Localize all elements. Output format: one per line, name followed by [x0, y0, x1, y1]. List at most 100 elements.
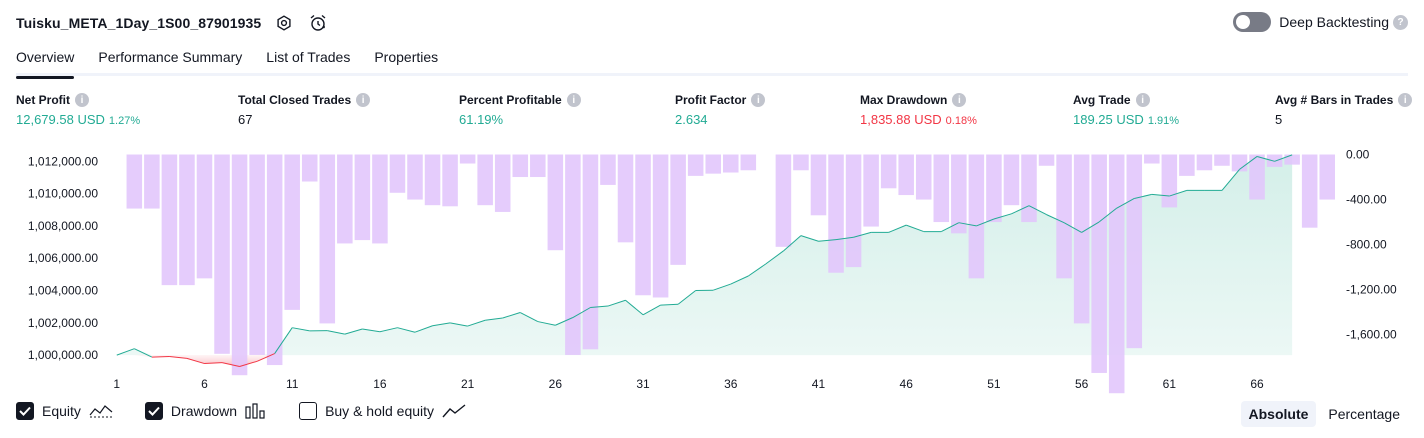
equity-line-segment: [169, 355, 187, 359]
equity-line-segment: [1169, 189, 1188, 197]
buy-hold-checkbox[interactable]: [299, 402, 318, 420]
percentage-button[interactable]: Percentage: [1328, 406, 1400, 422]
drawdown-bar: [231, 154, 248, 376]
equity-area: [116, 154, 1293, 356]
deep-backtesting-toggle[interactable]: [1233, 12, 1272, 32]
drawdown-bar: [775, 154, 792, 247]
drawdown-checkbox[interactable]: [144, 402, 163, 420]
equity-line-segment: [713, 283, 731, 291]
metric-avg-trade: Avg Trade i 189.25 USD 1.91%: [1073, 93, 1179, 127]
x-axis-tick: 41: [812, 377, 826, 391]
equity-line-segment: [590, 305, 609, 308]
tab-list-of-trades[interactable]: List of Trades: [266, 49, 351, 65]
x-axis-tick: 16: [373, 377, 387, 391]
metric-value: 5: [1275, 112, 1283, 127]
equity-line-segment: [414, 325, 433, 333]
tab-overview[interactable]: Overview: [16, 44, 75, 79]
info-icon[interactable]: i: [952, 93, 967, 107]
equity-line-segment: [765, 250, 784, 265]
drawdown-bar: [407, 154, 423, 200]
equity-line-segment: [502, 312, 521, 319]
drawdown-bar: [1056, 154, 1072, 279]
drawdown-bar: [1038, 154, 1055, 166]
info-icon[interactable]: i: [566, 93, 581, 107]
absolute-button[interactable]: Absolute: [1240, 401, 1317, 427]
deep-backtesting-label: Deep Backtesting: [1279, 14, 1389, 30]
drawdown-bar: [986, 154, 1002, 223]
drawdown-bar: [1196, 154, 1213, 171]
drawdown-bar: [301, 154, 318, 182]
equity-line-segment: [397, 327, 416, 333]
gear-icon[interactable]: [273, 12, 295, 34]
equity-line-segment: [993, 213, 1012, 220]
left-axis-tick: 1,006,000.00: [28, 251, 98, 265]
x-axis-tick: 21: [461, 377, 475, 391]
legend-buy-hold-equity[interactable]: Buy & hold equity: [299, 402, 466, 420]
chart-legend: Equity Drawdown Buy & hold equity: [16, 402, 498, 420]
x-axis-tick: 31: [636, 377, 650, 391]
equity-line-segment: [1081, 221, 1100, 233]
x-axis-tick: 61: [1163, 377, 1177, 391]
legend-label: Equity: [42, 403, 81, 419]
metric-label: Percent Profitable: [459, 93, 562, 107]
metric-percent: 1.27%: [108, 115, 141, 127]
equity-line-segment: [292, 327, 310, 332]
equity-line-segment: [537, 321, 556, 326]
drawdown-bar: [284, 154, 300, 310]
metric-value: 61.19%: [459, 112, 504, 127]
drawdown-bar: [389, 154, 406, 193]
equity-line-segment: [327, 330, 345, 335]
drawdown-bar: [1301, 154, 1318, 228]
equity-line-segment: [1046, 214, 1065, 224]
info-icon[interactable]: i: [75, 93, 89, 107]
drawdown-bar: [1161, 154, 1178, 208]
info-icon[interactable]: i: [751, 93, 766, 107]
right-axis-tick: -800.00: [1346, 238, 1387, 252]
drawdown-bar: [652, 154, 669, 298]
x-axis-tick: 51: [987, 377, 1001, 391]
drawdown-bar: [319, 154, 336, 324]
equity-line-segment: [221, 362, 240, 367]
drawdown-bar: [968, 154, 985, 279]
drawdown-bar: [863, 154, 879, 227]
equity-line-segment: [432, 322, 451, 327]
x-axis-tick: 6: [201, 377, 208, 391]
drawdown-bar: [1231, 154, 1248, 172]
equity-line-segment: [1011, 205, 1030, 215]
metric-net-profit: Net Profit i 12,679.58 USD 1.27%: [16, 93, 140, 127]
legend-drawdown[interactable]: Drawdown: [144, 402, 267, 420]
metric-label: Max Drawdown: [860, 93, 948, 107]
equity-line-segment: [888, 224, 907, 233]
drawdown-bar: [372, 154, 388, 244]
equity-line-segment: [485, 317, 503, 321]
drawdown-bar: [354, 154, 371, 241]
equity-checkbox[interactable]: [16, 402, 34, 420]
info-icon[interactable]: i: [1135, 93, 1150, 107]
equity-line-segment: [958, 222, 977, 227]
drawdown-bar: [512, 154, 529, 178]
drawdown-bar: [898, 154, 914, 196]
equity-line-segment: [362, 328, 380, 333]
trend-line-icon: [442, 403, 466, 419]
metric-label: Avg # Bars in Trades: [1275, 93, 1394, 107]
equity-drawdown-chart[interactable]: 1,012,000.00 1,010,000.00 1,008,000.00 1,00…: [0, 140, 1424, 394]
drawdown-bar: [1144, 154, 1160, 164]
x-axis-tick: 26: [549, 377, 563, 391]
legend-equity[interactable]: Equity: [16, 402, 113, 420]
equity-line-segment: [1151, 193, 1170, 197]
metric-profit-factor: Profit Factor i 2.634: [675, 93, 766, 127]
tab-properties[interactable]: Properties: [374, 49, 439, 65]
tab-performance-summary[interactable]: Performance Summary: [98, 49, 243, 65]
drawdown-bar: [179, 154, 195, 286]
drawdown-bar: [547, 154, 564, 251]
left-axis-tick: 1,000,000.00: [28, 348, 98, 362]
alarm-clock-icon[interactable]: [307, 12, 329, 34]
metric-value: 67: [238, 112, 253, 127]
drawdown-bar: [828, 154, 844, 273]
info-icon[interactable]: i: [356, 93, 371, 107]
x-axis-tick: 36: [724, 377, 738, 391]
equity-line-segment: [748, 263, 767, 277]
equity-line-segment: [1028, 205, 1047, 216]
info-icon[interactable]: i: [1398, 93, 1413, 107]
help-icon[interactable]: ?: [1393, 14, 1408, 30]
